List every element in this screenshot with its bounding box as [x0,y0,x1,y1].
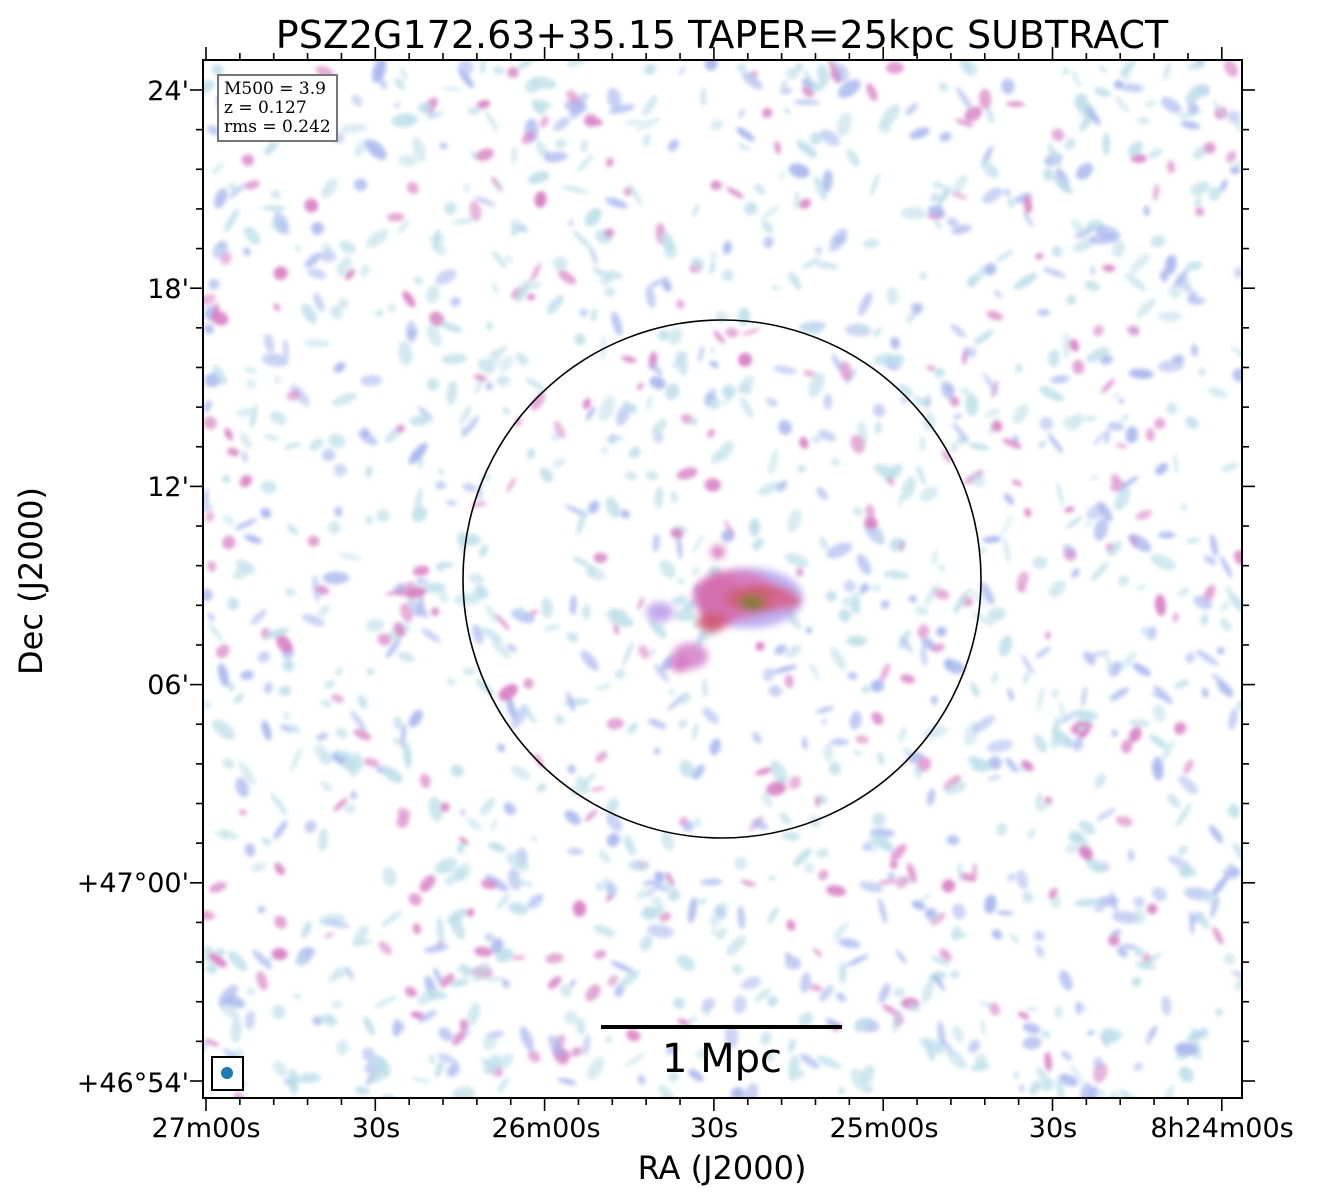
y-tick-label: 24' [147,76,189,107]
central-radio-source [646,545,803,672]
x-tick-label: 30s [1029,1113,1077,1144]
x-axis-label: RA (J2000) [638,1149,807,1187]
x-tick-label: 30s [690,1113,738,1144]
r500-circle [462,319,982,839]
y-tick-label: 18' [147,274,189,305]
y-tick-label: +46°54' [77,1068,189,1099]
x-tick-label: 27m00s [151,1113,260,1144]
noise-field [203,60,1242,1098]
plot-frame [202,59,1243,1099]
redshift-text: z = 0.127 [224,98,307,118]
y-axis-label: Dec (J2000) [12,487,50,675]
x-tick-label: 30s [352,1113,400,1144]
x-tick-label: 25m00s [829,1113,938,1144]
scale-bar-label: 1 Mpc [662,1036,782,1082]
x-tick-labels: 27m00s 30s 26m00s 30s 25m00s 30s 8h24m00… [151,1113,1293,1144]
beam-ellipse [221,1067,233,1079]
m500-text: M500 = 3.9 [224,79,326,99]
y-tick-label: +47°00' [77,868,189,899]
y-tick-labels: 24' 18' 12' 06' +47°00' +46°54' [77,76,189,1099]
radio-emission-map [203,60,1242,1098]
y-tick-label: 12' [147,472,189,503]
y-tick-label: 06' [147,670,189,701]
rms-text: rms = 0.242 [224,117,331,137]
axis-tick-marks [190,47,1255,1111]
plot-title: PSZ2G172.63+35.15 TAPER=25kpc SUBTRACT [276,13,1169,57]
x-tick-label: 8h24m00s [1150,1113,1293,1144]
cluster-info-box: M500 = 3.9 z = 0.127 rms = 0.242 [217,74,338,142]
x-tick-label: 26m00s [491,1113,600,1144]
